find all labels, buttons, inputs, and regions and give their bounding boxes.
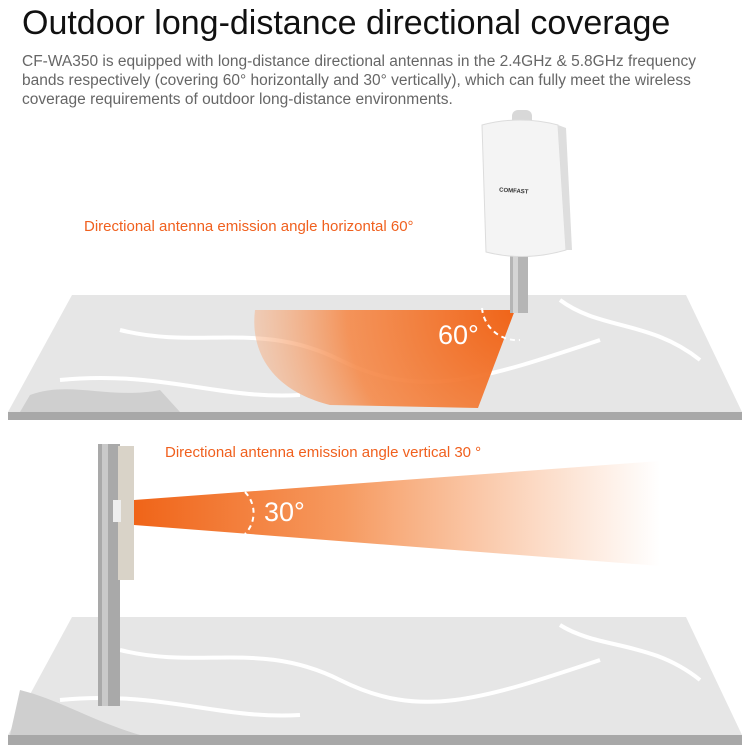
description: CF-WA350 is equipped with long-distance … [22, 53, 697, 108]
antenna-device: COMFAST [481, 110, 572, 313]
angle-arc-60 [481, 307, 521, 342]
vertical-angle-label: Directional antenna emission angle verti… [165, 444, 482, 461]
vertical-coverage-beam [134, 461, 660, 566]
map-bottom [8, 617, 742, 745]
page-title: Outdoor long-distance directional covera… [22, 4, 671, 42]
antenna-side [98, 444, 134, 706]
horizontal-angle-label: Directional antenna emission angle horiz… [84, 218, 414, 235]
svg-text:COMFAST: COMFAST [499, 188, 529, 196]
horizontal-coverage-fan [254, 310, 516, 408]
vertical-angle-value: 30° [264, 497, 305, 527]
horizontal-angle-value: 60° [438, 320, 479, 350]
